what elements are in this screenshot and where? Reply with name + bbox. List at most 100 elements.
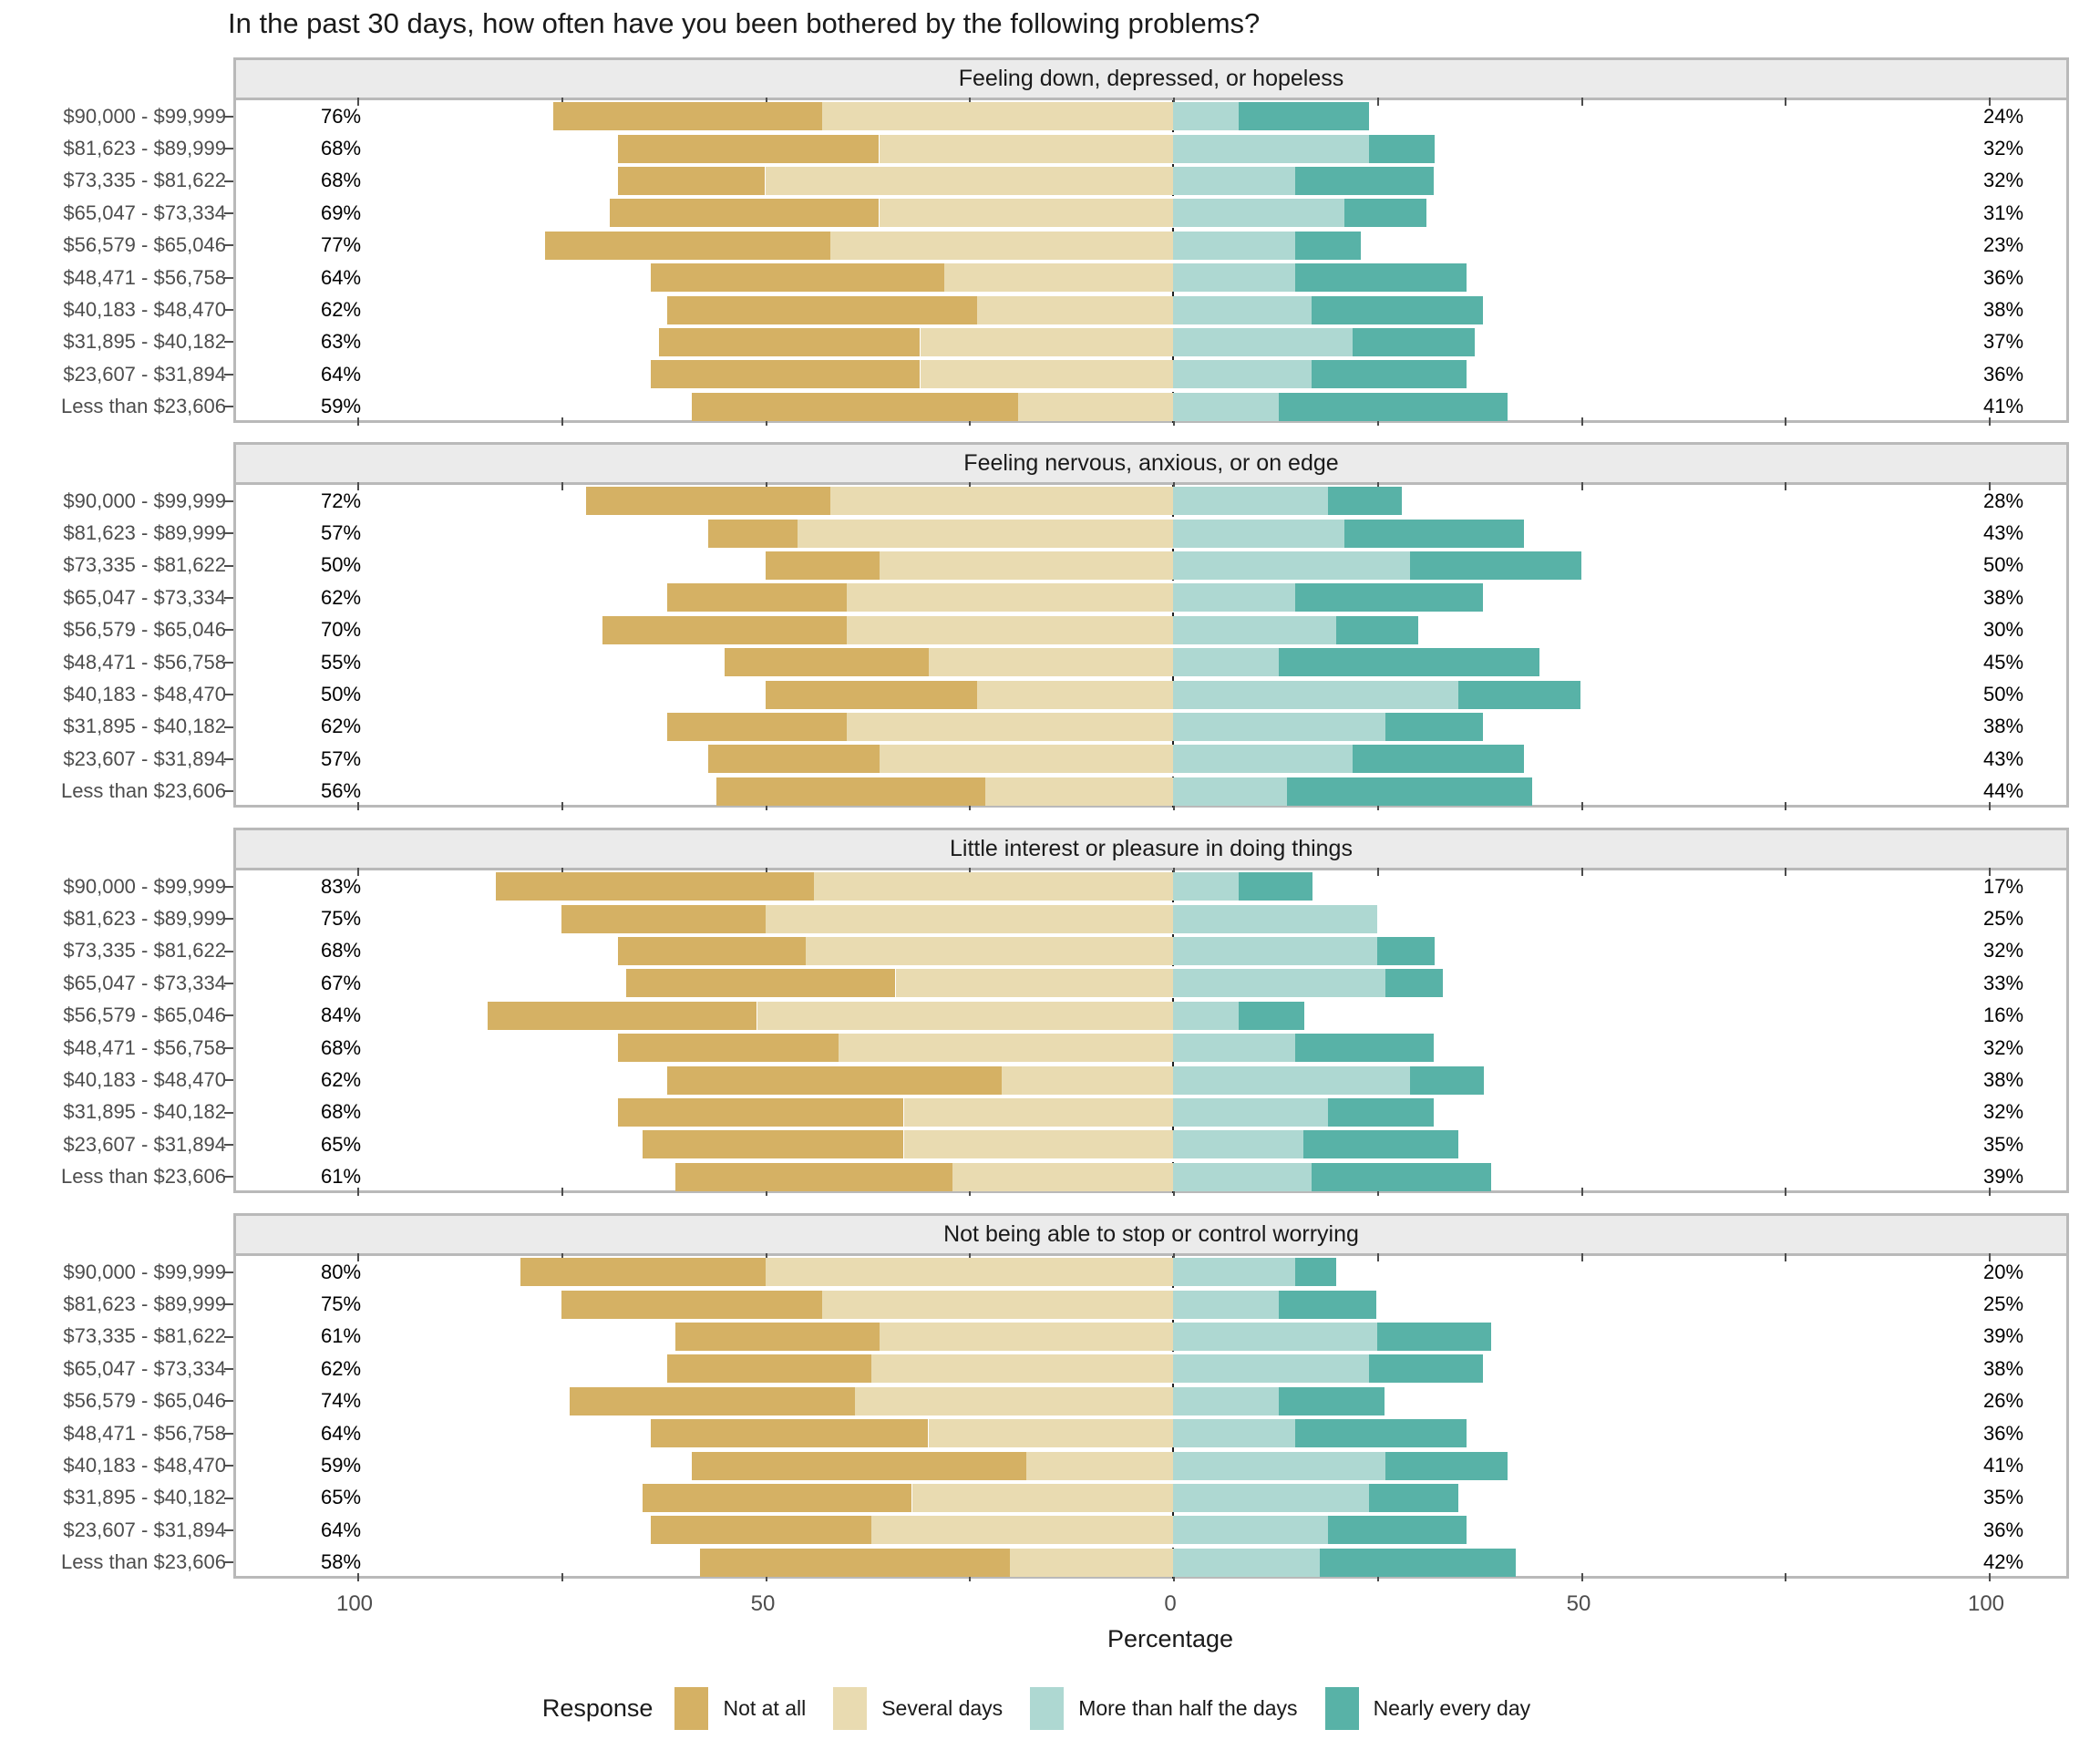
- y-axis-tick: [224, 790, 233, 792]
- left-total-label: 62%: [321, 1356, 362, 1380]
- x-minor-tick: [357, 98, 359, 106]
- y-axis-tick: [224, 309, 233, 311]
- plot-panel: 80% 20% 75% 25% 61% 39% 62% 38% 74% 26% 64% 36% 59% 4…: [233, 1253, 2069, 1581]
- right-total-label: 32%: [1983, 169, 2024, 192]
- facet-strip-title: Feeling nervous, anxious, or on edge: [963, 450, 1339, 476]
- left-total-label: 59%: [321, 1454, 362, 1477]
- bar-segment-nearly-every-day: [1353, 328, 1475, 356]
- bar-segment-several-days: [1026, 1452, 1173, 1480]
- x-minor-tick: [357, 1253, 359, 1261]
- bar-segment-more-than-half-the-days: [1173, 102, 1239, 130]
- x-minor-tick: [1989, 1573, 1991, 1581]
- bar-segment-nearly-every-day: [1279, 1387, 1385, 1415]
- bar-segment-not-at-all: [561, 905, 766, 933]
- left-total-label: 62%: [321, 585, 362, 609]
- right-total-label: 20%: [1983, 1260, 2024, 1283]
- x-minor-tick: [1989, 417, 1991, 426]
- left-total-label: 57%: [321, 521, 362, 545]
- right-total-label: 28%: [1983, 489, 2024, 512]
- bar-segment-several-days: [1018, 393, 1173, 421]
- bar-segment-nearly-every-day: [1377, 1323, 1491, 1351]
- bar-segment-more-than-half-the-days: [1173, 1258, 1295, 1286]
- bar-segment-several-days: [929, 648, 1174, 676]
- y-axis-tick: [224, 1465, 233, 1467]
- x-minor-tick: [357, 1188, 359, 1196]
- bar-segment-more-than-half-the-days: [1173, 648, 1279, 676]
- category-label: $81,623 - $89,999: [63, 1292, 226, 1316]
- bar-segment-more-than-half-the-days: [1173, 360, 1312, 388]
- x-axis-title: Percentage: [1107, 1625, 1234, 1652]
- left-total-label: 69%: [321, 201, 362, 224]
- x-minor-tick: [1377, 1188, 1379, 1196]
- bar-segment-nearly-every-day: [1344, 199, 1426, 227]
- x-minor-tick: [1173, 417, 1175, 426]
- bar-segment-more-than-half-the-days: [1173, 583, 1295, 612]
- right-total-label: 36%: [1983, 1421, 2024, 1445]
- bar-segment-several-days: [1002, 1066, 1173, 1095]
- y-axis-tick: [224, 1271, 233, 1273]
- facet-strip: Little interest or pleasure in doing thi…: [233, 828, 2069, 870]
- bar-segment-more-than-half-the-days: [1173, 681, 1458, 709]
- left-total-label: 62%: [321, 298, 362, 322]
- bar-segment-nearly-every-day: [1385, 1452, 1508, 1480]
- x-minor-tick: [1581, 1188, 1583, 1196]
- x-minor-tick: [766, 1573, 767, 1581]
- x-minor-tick: [1581, 868, 1583, 876]
- category-label: $90,000 - $99,999: [63, 489, 226, 512]
- right-total-label: 25%: [1983, 1292, 2024, 1316]
- x-minor-tick: [969, 98, 971, 106]
- bar-segment-several-days: [880, 135, 1173, 163]
- bar-segment-more-than-half-the-days: [1173, 135, 1369, 163]
- category-label: $31,895 - $40,182: [63, 1100, 226, 1124]
- bar-segment-more-than-half-the-days: [1173, 520, 1344, 548]
- left-total-label: 68%: [321, 939, 362, 962]
- left-total-label: 75%: [321, 907, 362, 931]
- legend-label: Not at all: [723, 1696, 807, 1720]
- chart-title: In the past 30 days, how often have you …: [228, 7, 1261, 39]
- category-label: $73,335 - $81,622: [63, 553, 226, 577]
- x-minor-tick: [969, 802, 971, 810]
- right-total-label: 38%: [1983, 585, 2024, 609]
- bar-segment-more-than-half-the-days: [1173, 745, 1353, 773]
- right-total-label: 50%: [1983, 683, 2024, 706]
- bar-segment-not-at-all: [675, 1323, 880, 1351]
- bar-segment-more-than-half-the-days: [1173, 232, 1295, 260]
- bar-segment-nearly-every-day: [1239, 872, 1312, 901]
- bar-segment-not-at-all: [766, 551, 880, 580]
- x-axis-tick-label: 100: [335, 1591, 374, 1616]
- x-minor-tick: [766, 802, 767, 810]
- y-axis-tick: [224, 341, 233, 343]
- bar-segment-nearly-every-day: [1295, 1258, 1336, 1286]
- left-total-label: 65%: [321, 1132, 362, 1156]
- y-axis-tick: [224, 212, 233, 214]
- bar-segment-nearly-every-day: [1295, 263, 1467, 292]
- bar-segment-several-days: [944, 263, 1173, 292]
- zero-reference-line: [1172, 100, 1174, 423]
- left-total-label: 72%: [321, 489, 362, 512]
- category-label: $23,607 - $31,894: [63, 1518, 226, 1541]
- bar-segment-several-days: [806, 937, 1173, 965]
- x-minor-tick: [1989, 482, 1991, 490]
- bar-segment-not-at-all: [651, 1419, 928, 1447]
- category-label: $48,471 - $56,758: [63, 1421, 226, 1445]
- x-minor-tick: [357, 868, 359, 876]
- x-minor-tick: [1581, 1573, 1583, 1581]
- right-total-label: 38%: [1983, 715, 2024, 738]
- bar-segment-nearly-every-day: [1279, 648, 1539, 676]
- bar-segment-several-days: [830, 487, 1173, 515]
- bar-segment-several-days: [822, 1291, 1173, 1319]
- x-minor-tick: [1581, 482, 1583, 490]
- x-minor-tick: [969, 1253, 971, 1261]
- bar-segment-not-at-all: [570, 1387, 855, 1415]
- bar-segment-more-than-half-the-days: [1173, 1034, 1295, 1062]
- bar-segment-more-than-half-the-days: [1173, 1452, 1385, 1480]
- x-minor-tick: [1173, 802, 1175, 810]
- bar-segment-not-at-all: [610, 199, 879, 227]
- x-minor-tick: [969, 482, 971, 490]
- right-total-label: 38%: [1983, 1068, 2024, 1092]
- legend: Response Not at all Several days More than …: [0, 1687, 2100, 1730]
- y-axis-tick: [224, 277, 233, 279]
- bar-segment-nearly-every-day: [1410, 551, 1581, 580]
- bar-segment-nearly-every-day: [1328, 1516, 1467, 1544]
- x-minor-tick: [766, 417, 767, 426]
